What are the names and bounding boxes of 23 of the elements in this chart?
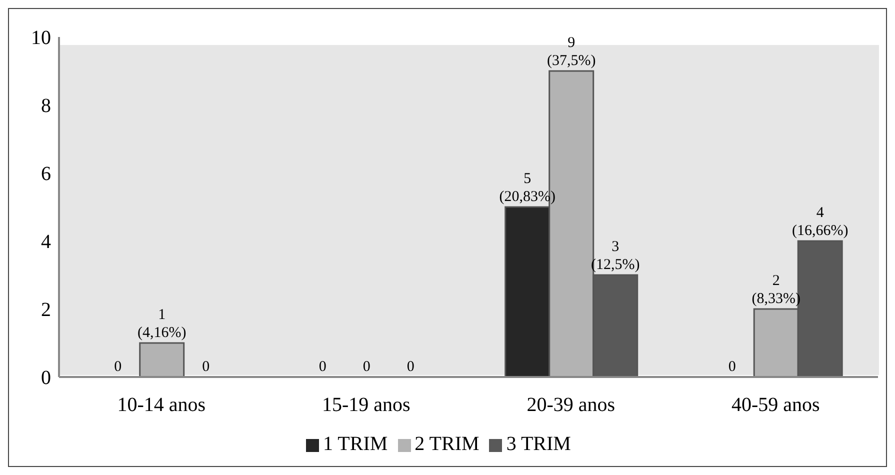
y-tick-label: 10 — [31, 27, 51, 50]
data-label: 0 — [318, 358, 326, 375]
data-label: 0 — [202, 358, 210, 375]
data-label: 0 — [114, 358, 122, 375]
legend-label: 2 TRIM — [414, 433, 480, 455]
legend-label: 1 TRIM — [323, 433, 388, 455]
y-tick-label: 8 — [41, 95, 51, 118]
x-tick-label: 10-14 anos — [117, 394, 206, 416]
y-tick-label: 4 — [41, 231, 51, 254]
data-label: 4 (16,66%) — [792, 205, 848, 239]
bar — [139, 342, 185, 377]
legend-label: 3 TRIM — [506, 433, 571, 455]
data-label: 9 (37,5%) — [546, 35, 596, 69]
y-tick-label: 2 — [41, 299, 51, 322]
data-label: 0 — [406, 358, 414, 375]
data-label: 0 — [728, 358, 736, 375]
data-label: 1 (4,16%) — [137, 307, 186, 341]
x-tick-label: 40-59 anos — [731, 394, 820, 416]
data-label: 0 — [362, 358, 370, 375]
x-tick-label: 15-19 anos — [322, 394, 410, 416]
y-tick-label: 6 — [41, 163, 51, 186]
x-tick-label: 20-39 anos — [526, 394, 616, 416]
y-tick-label: 0 — [41, 367, 51, 390]
